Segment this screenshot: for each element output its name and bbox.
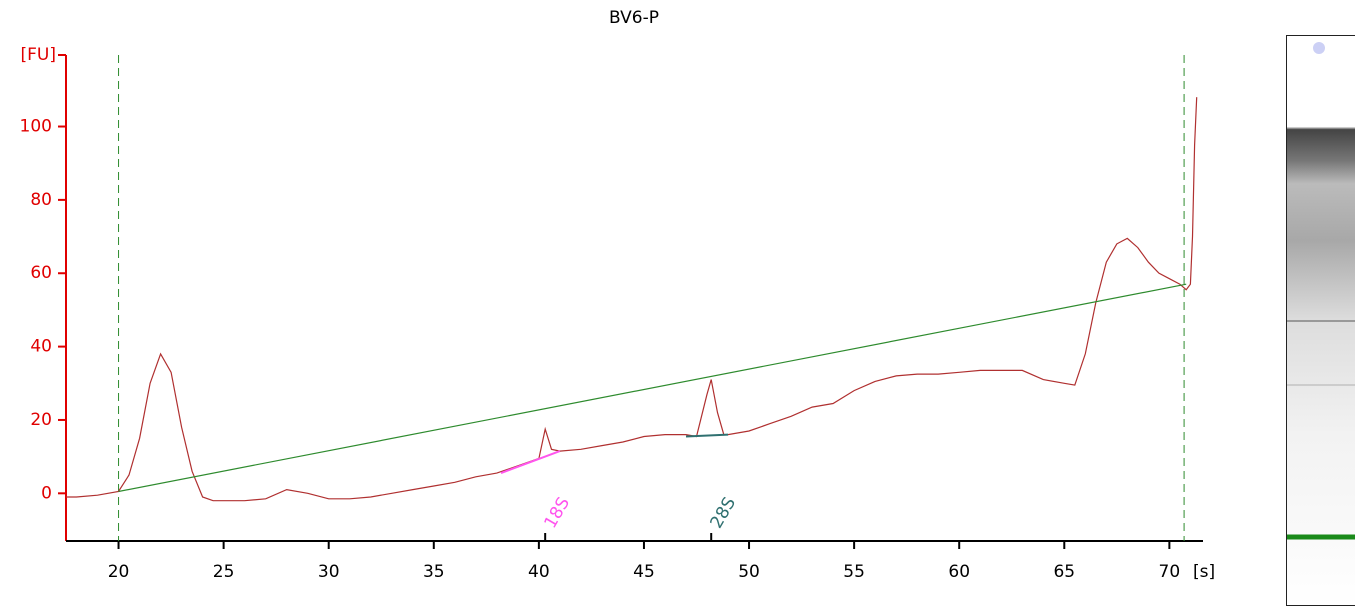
x-tick-label: 30 <box>318 562 340 582</box>
x-tick-label: 60 <box>948 562 970 582</box>
y-tick-label: 20 <box>30 410 52 430</box>
x-tick-label: 50 <box>738 562 760 582</box>
y-axis-label: [FU] <box>21 45 57 65</box>
peak-label: 18S <box>541 494 575 532</box>
x-tick-label: 20 <box>108 562 130 582</box>
peak-baseline <box>501 451 560 473</box>
y-tick-label: 40 <box>30 337 52 357</box>
chart-title: BV6-P <box>609 8 659 28</box>
line-series <box>66 97 1197 501</box>
y-tick-label: 60 <box>30 263 52 283</box>
peak-baseline <box>686 435 728 437</box>
x-tick-label: 35 <box>423 562 445 582</box>
x-tick-label: 55 <box>843 562 865 582</box>
x-tick-label: 70 <box>1159 562 1181 582</box>
gel-lane <box>1287 36 1355 606</box>
peak-label: 28S <box>707 494 741 532</box>
y-tick-label: 80 <box>30 190 52 210</box>
x-tick-label: 65 <box>1053 562 1075 582</box>
x-tick-label: 45 <box>633 562 655 582</box>
y-tick-label: 0 <box>41 483 52 503</box>
line-series <box>119 284 1187 491</box>
x-tick-label: 40 <box>528 562 550 582</box>
x-tick-label: 25 <box>213 562 235 582</box>
y-tick-label: 100 <box>20 117 52 137</box>
x-axis-label: [s] <box>1193 562 1215 582</box>
